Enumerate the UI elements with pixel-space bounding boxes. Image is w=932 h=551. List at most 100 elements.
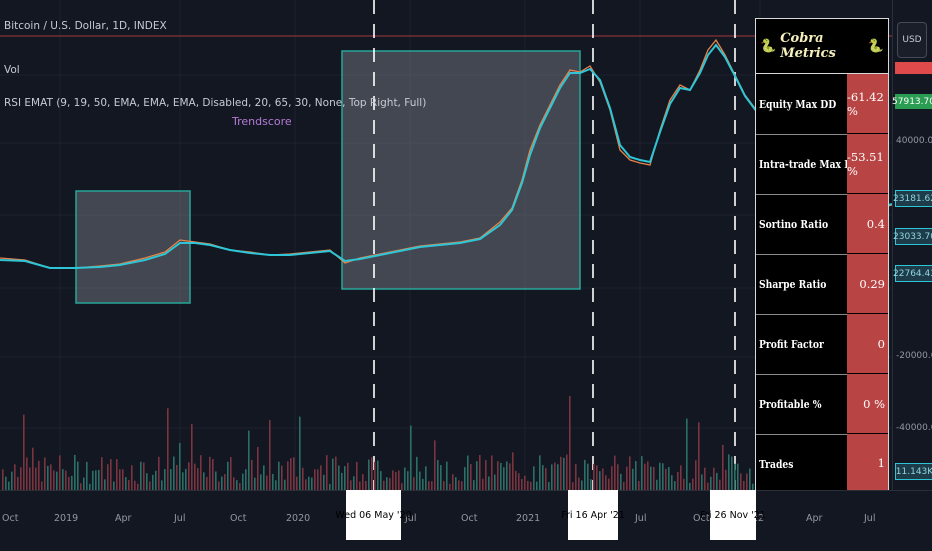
volume-bar [35,467,37,490]
volume-bar [50,464,52,490]
metric-value: -61.42 % [847,74,888,133]
volume-bar [59,455,61,490]
volume-bar [494,474,496,490]
volume-bar [593,463,595,490]
volume-bar [524,475,526,490]
volume-bar [737,463,739,490]
volume-bar [83,477,85,490]
volume-bar [245,469,247,490]
volume-bar [632,468,634,490]
volume-bar [476,461,478,490]
volume-bar [251,459,253,490]
volume-bar [332,458,334,490]
volume-bar [689,482,691,490]
time-axis-label: Oct [693,513,710,524]
volume-bar [719,479,721,490]
volume-bar [143,462,145,490]
volume-bar [134,480,136,490]
volume-bar [650,466,652,490]
volume-bar [665,468,667,490]
volume-bar [320,465,322,490]
volume-bar [224,474,226,490]
volume-bar [503,467,505,490]
volume-bar [209,456,211,490]
volume-bar [275,480,277,490]
price-axis[interactable] [892,0,932,490]
metric-row: Sharpe Ratio 0.29 [756,254,888,315]
volume-bar [449,483,451,490]
volume-bar [485,460,487,490]
volume-bar [584,459,586,490]
volume-bar [167,408,169,490]
range-box-2 [341,50,581,290]
volume-bar [575,464,577,490]
volume-bar [419,471,421,490]
volume-bar [281,465,283,490]
volume-bar [536,481,538,490]
volume-bar [17,476,19,490]
volume-bar [152,474,154,490]
symbol-title[interactable]: Bitcoin / U.S. Dollar, 1D, INDEX [4,20,167,32]
volume-bar [659,462,661,490]
volume-bar [140,461,142,490]
metric-label: Sharpe Ratio [759,277,827,291]
volume-bar [194,463,196,490]
currency-button[interactable]: USD [897,22,927,58]
volume-bar [11,471,13,490]
volume-bar [20,467,22,490]
metric-label: Sortino Ratio [759,217,829,231]
volume-bar [365,480,367,490]
volume-bar [500,462,502,490]
time-axis-label: Jul [635,513,647,524]
volume-bar [158,456,160,490]
time-axis-label: Jul [405,513,417,524]
volume-bar [401,483,403,490]
volume-bar [374,461,376,490]
volume-bar [122,469,124,490]
volume-bar [686,418,688,490]
volume-bar [644,463,646,490]
price-tag: 22764.43 [893,265,932,282]
volume-bar [698,422,700,490]
volume-bar [110,459,112,490]
volume-bar [128,479,130,490]
volume-bar [248,430,250,490]
volume-bar [335,456,337,490]
metric-row: Profit Factor 0 [756,314,888,375]
volume-bar [257,447,259,490]
volume-bar [200,455,202,490]
volume-bar [227,461,229,490]
time-axis-label: Oct [2,513,19,524]
volume-bar [113,481,115,490]
price-tag-last: 57913.70 [892,94,932,109]
time-axis[interactable] [0,490,932,551]
volume-bar [467,455,469,490]
volume-bar [446,461,448,490]
rsi-emat-indicator-label[interactable]: RSI EMAT (9, 19, 50, EMA, EMA, EMA, Disa… [4,97,427,109]
volume-bar [416,456,418,490]
volume-bar [308,476,310,490]
volume-bar [341,472,343,490]
volume-bar [695,460,697,490]
volume-bar [668,467,670,490]
time-axis-label: 2020 [286,513,311,524]
volume-bar [674,481,676,490]
metric-row: Trades 1 [756,434,888,491]
volume-bar [221,476,223,490]
volume-bar [377,460,379,490]
volume-bar [188,462,190,490]
volume-bar [176,464,178,490]
trendscore-label: Trendscore [232,115,292,128]
volume-bar [434,440,436,490]
volume-bar [233,477,235,490]
volume-bar [146,473,148,490]
volume-bar [527,480,529,490]
volume-bar [56,471,58,490]
volume-bar [683,478,685,490]
volume-bar [272,473,274,490]
volume-indicator-label[interactable]: Vol [4,64,20,76]
volume-bar [578,477,580,490]
volume-bar [707,482,709,490]
volume-bar [629,456,631,490]
volume-bar [242,473,244,490]
